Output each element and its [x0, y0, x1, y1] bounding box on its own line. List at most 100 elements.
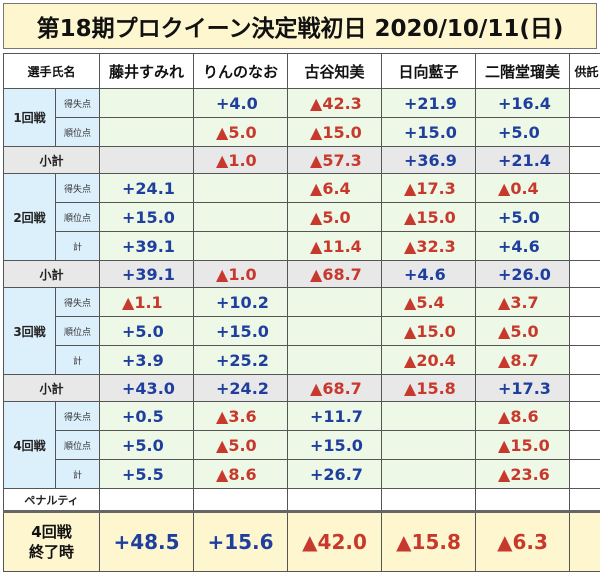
penalty-label: ペナルティ [4, 489, 100, 512]
subtotal-row: 小計▲1.0▲57.3+36.9+21.4 [4, 147, 600, 174]
page-title: 第18期プロクイーン決定戦初日 2020/10/11(日) [3, 3, 597, 49]
score-cell [194, 232, 288, 261]
round-label: 2回戦 [4, 174, 56, 261]
score-cell: +15.0 [100, 203, 194, 232]
score-cell: ▲32.3 [382, 232, 476, 261]
score-cell: ▲5.4 [382, 288, 476, 317]
penalty-cell [194, 489, 288, 512]
score-cell: +25.2 [194, 346, 288, 375]
score-cell: ▲15.8 [382, 512, 476, 572]
score-cell: ▲23.6 [476, 460, 570, 489]
row-type-label: 順位点 [56, 431, 100, 460]
final-label: 4回戦終了時 [4, 512, 100, 572]
score-cell: ▲15.8 [382, 375, 476, 402]
score-cell: +21.9 [382, 89, 476, 118]
score-cell: +5.0 [100, 431, 194, 460]
deal-label: 供託 [570, 54, 600, 89]
deal-cell [570, 232, 600, 261]
round-label: 3回戦 [4, 288, 56, 375]
score-cell: ▲11.4 [288, 232, 382, 261]
score-cell: ▲6.3 [476, 512, 570, 572]
row-type-label: 得失点 [56, 89, 100, 118]
penalty-row: ペナルティ [4, 489, 600, 512]
round-row: 3回戦得失点▲1.1+10.2▲5.4▲3.7 [4, 288, 600, 317]
penalty-cell [382, 489, 476, 512]
score-cell [288, 317, 382, 346]
row-type-label: 得失点 [56, 402, 100, 431]
player-label: 選手氏名 [4, 54, 100, 89]
score-cell: +4.0 [194, 89, 288, 118]
score-cell: ▲15.0 [476, 431, 570, 460]
score-cell: ▲5.0 [288, 203, 382, 232]
deal-cell [570, 512, 600, 572]
header-row: 選手氏名 藤井すみれ りんのなお 古谷知美 日向藍子 二階堂瑠美 供託 [4, 54, 600, 89]
score-cell: ▲8.7 [476, 346, 570, 375]
score-cell: +10.2 [194, 288, 288, 317]
subtotal-label: 小計 [4, 147, 100, 174]
round-label: 4回戦 [4, 402, 56, 489]
subtotal-row: 小計+43.0+24.2▲68.7▲15.8+17.3 [4, 375, 600, 402]
score-cell [288, 346, 382, 375]
row-type-label: 順位点 [56, 118, 100, 147]
score-cell: ▲3.7 [476, 288, 570, 317]
score-cell: ▲1.1 [100, 288, 194, 317]
score-cell [382, 402, 476, 431]
score-cell [100, 147, 194, 174]
score-cell: +43.0 [100, 375, 194, 402]
round-row: 順位点+5.0▲5.0+15.0 ▲15.0 [4, 431, 600, 460]
score-cell: ▲5.0 [194, 431, 288, 460]
score-cell: +15.0 [288, 431, 382, 460]
score-cell: ▲3.6 [194, 402, 288, 431]
score-cell: +4.6 [382, 261, 476, 288]
round-row: 2回戦得失点+24.1▲6.4▲17.3▲0.4 [4, 174, 600, 203]
score-cell: +26.7 [288, 460, 382, 489]
deal-cell [570, 402, 600, 431]
round-row: 順位点▲5.0▲15.0+15.0+5.0 [4, 118, 600, 147]
row-type-label: 計 [56, 346, 100, 375]
score-cell [194, 174, 288, 203]
score-cell: ▲5.0 [476, 317, 570, 346]
deal-cell [570, 89, 600, 118]
final-label-line2: 終了時 [4, 542, 99, 562]
deal-cell [570, 317, 600, 346]
row-type-label: 計 [56, 232, 100, 261]
subtotal-label: 小計 [4, 375, 100, 402]
round-row: 計+3.9+25.2▲20.4▲8.7 [4, 346, 600, 375]
deal-cell [570, 261, 600, 288]
score-cell: +24.1 [100, 174, 194, 203]
score-cell [382, 431, 476, 460]
score-cell: ▲1.0 [194, 261, 288, 288]
score-cell: ▲6.4 [288, 174, 382, 203]
player-name: 日向藍子 [382, 54, 476, 89]
score-cell: ▲8.6 [194, 460, 288, 489]
score-cell: ▲68.7 [288, 261, 382, 288]
scoreboard: 第18期プロクイーン決定戦初日 2020/10/11(日) 選手氏名 藤井すみれ… [0, 0, 600, 558]
penalty-cell [570, 489, 600, 512]
score-cell: +5.0 [476, 118, 570, 147]
player-name: りんのなお [194, 54, 288, 89]
final-row: 4回戦終了時+48.5+15.6▲42.0▲15.8▲6.3 [4, 512, 600, 572]
score-cell: ▲1.0 [194, 147, 288, 174]
subtotal-row: 小計+39.1▲1.0▲68.7+4.6+26.0 [4, 261, 600, 288]
score-cell: +36.9 [382, 147, 476, 174]
score-cell: +39.1 [100, 232, 194, 261]
score-cell: +15.0 [194, 317, 288, 346]
score-cell: +0.5 [100, 402, 194, 431]
score-cell: +15.0 [382, 118, 476, 147]
player-name: 藤井すみれ [100, 54, 194, 89]
round-row: 計+39.1▲11.4▲32.3+4.6 [4, 232, 600, 261]
score-cell: +17.3 [476, 375, 570, 402]
score-cell [100, 118, 194, 147]
score-cell: ▲68.7 [288, 375, 382, 402]
score-cell [382, 460, 476, 489]
score-cell: +5.0 [476, 203, 570, 232]
score-cell [100, 89, 194, 118]
score-cell: ▲20.4 [382, 346, 476, 375]
round-row: 順位点+15.0▲5.0▲15.0+5.0 [4, 203, 600, 232]
score-cell: +11.7 [288, 402, 382, 431]
deal-cell [570, 375, 600, 402]
score-cell: ▲17.3 [382, 174, 476, 203]
player-name: 二階堂瑠美 [476, 54, 570, 89]
deal-cell [570, 460, 600, 489]
final-label-line1: 4回戦 [4, 522, 99, 542]
